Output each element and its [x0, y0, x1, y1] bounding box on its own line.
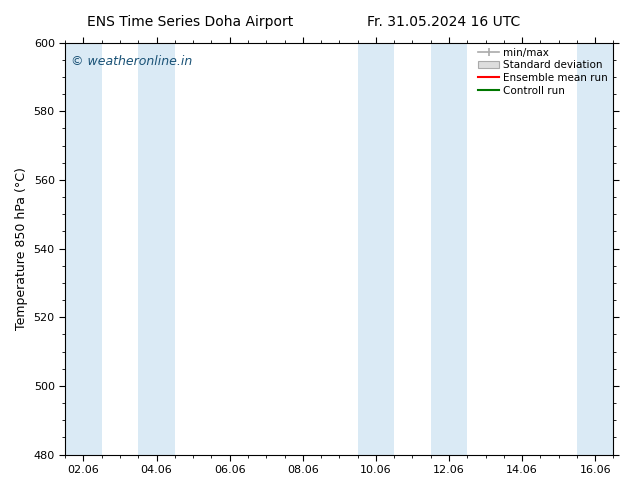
Y-axis label: Temperature 850 hPa (°C): Temperature 850 hPa (°C): [15, 167, 28, 330]
Bar: [358, 43, 394, 455]
Text: Fr. 31.05.2024 16 UTC: Fr. 31.05.2024 16 UTC: [367, 15, 521, 29]
Text: ENS Time Series Doha Airport: ENS Time Series Doha Airport: [87, 15, 294, 29]
Text: © weatheronline.in: © weatheronline.in: [71, 55, 192, 68]
Bar: [138, 43, 175, 455]
Bar: [577, 43, 614, 455]
Bar: [65, 43, 102, 455]
Legend: min/max, Standard deviation, Ensemble mean run, Controll run: min/max, Standard deviation, Ensemble me…: [476, 46, 611, 98]
Bar: [430, 43, 467, 455]
